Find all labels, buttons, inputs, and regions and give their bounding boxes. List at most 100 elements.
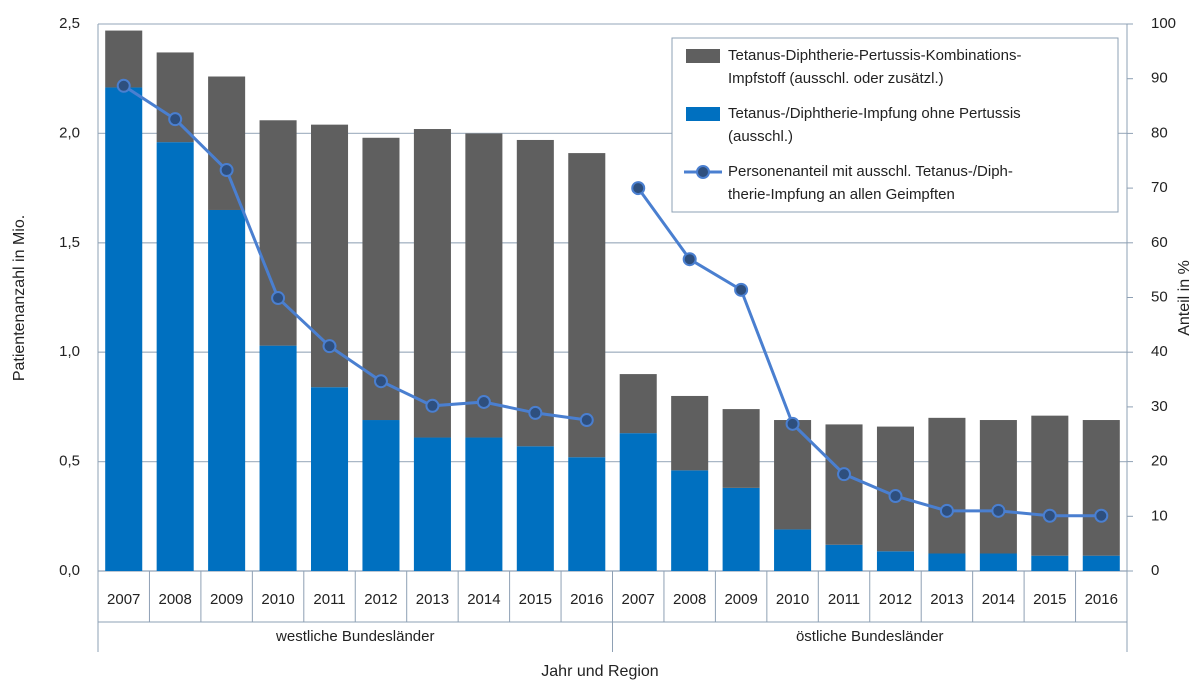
legend-label: (ausschl.) — [728, 128, 793, 145]
x-tick-label: 2013 — [416, 591, 449, 608]
x-tick-label: 2013 — [930, 591, 963, 608]
line-marker — [168, 112, 183, 127]
x-tick-label: 2010 — [261, 591, 294, 608]
x-tick-label: 2007 — [622, 591, 655, 608]
line-marker — [991, 503, 1006, 518]
line-marker — [579, 413, 594, 428]
y2-tick-label: 40 — [1151, 343, 1168, 360]
legend-swatch — [686, 107, 720, 121]
legend-label: therie-Impfung an allen Geimpften — [728, 186, 955, 203]
line-marker — [476, 394, 491, 409]
bar-segment — [825, 544, 863, 571]
legend-box — [671, 37, 1119, 213]
line-marker — [682, 252, 697, 267]
line-marker — [219, 163, 234, 178]
legend-label: Personenanteil mit ausschl. Tetanus-/Dip… — [728, 163, 1013, 180]
y2-tick-label: 50 — [1151, 288, 1168, 305]
bar-segment — [671, 395, 709, 471]
bar-segment — [413, 437, 451, 571]
y-tick-label: 1,0 — [59, 343, 80, 360]
line-marker — [837, 467, 852, 482]
group-label: westliche Bundesländer — [275, 628, 434, 645]
legend-marker — [696, 165, 710, 179]
x-tick-label: 2008 — [673, 591, 706, 608]
line — [637, 187, 1102, 518]
line-marker — [1042, 508, 1057, 523]
y-tick-label: 2,0 — [59, 124, 80, 141]
y2-tick-label: 80 — [1151, 124, 1168, 141]
bar-segment — [465, 133, 503, 438]
line-marker — [939, 503, 954, 518]
y-axis-label: Patientenanzahl in Mio. — [11, 215, 28, 381]
bar-segment — [259, 345, 297, 571]
bar-segment — [105, 30, 143, 88]
y-tick-label: 0,5 — [59, 453, 80, 470]
x-tick-label: 2008 — [158, 591, 191, 608]
bar-segment — [619, 374, 657, 434]
y-tick-label: 1,5 — [59, 234, 80, 251]
x-tick-label: 2012 — [364, 591, 397, 608]
x-tick-label: 2011 — [313, 591, 345, 608]
bar-segment — [568, 153, 606, 458]
x-tick-label: 2015 — [519, 591, 552, 608]
bar-segment — [928, 417, 966, 554]
y2-tick-label: 100 — [1151, 15, 1176, 32]
y2-axis-label: Anteil in % — [1176, 260, 1193, 336]
bar-segment — [671, 470, 709, 571]
bar-segment — [413, 129, 451, 438]
y2-tick-label: 20 — [1151, 453, 1168, 470]
x-axis-label: Jahr und Region — [541, 663, 658, 680]
x-tick-label: 2010 — [776, 591, 809, 608]
bar-segment — [311, 387, 349, 571]
bar-segment — [516, 446, 554, 571]
bar-segment — [208, 209, 246, 572]
bar-segment — [1082, 555, 1120, 571]
y-tick-label: 0,0 — [59, 562, 80, 579]
y2-tick-label: 10 — [1151, 507, 1168, 524]
y2-tick-label: 90 — [1151, 70, 1168, 87]
bar-segment — [105, 87, 143, 572]
line-marker — [734, 282, 749, 297]
y2-tick-label: 30 — [1151, 398, 1168, 415]
x-tick-label: 2014 — [467, 591, 500, 608]
y-tick-label: 2,5 — [59, 15, 80, 32]
x-tick-label: 2009 — [724, 591, 757, 608]
line-marker — [425, 398, 440, 413]
bar-segment — [876, 551, 914, 571]
bar-segment — [722, 487, 760, 571]
line-marker — [373, 374, 388, 389]
bar-segment — [208, 76, 246, 210]
bar-segment — [568, 457, 606, 571]
x-tick-label: 2015 — [1033, 591, 1066, 608]
bar-segment — [722, 409, 760, 488]
line-marker — [271, 291, 286, 306]
x-tick-label: 2009 — [210, 591, 243, 608]
legend-label: Tetanus-Diphtherie-Pertussis-Kombination… — [728, 47, 1021, 64]
line-marker — [631, 181, 646, 196]
bar-segment — [825, 424, 863, 545]
bar-segment — [876, 426, 914, 552]
legend-swatch — [686, 49, 720, 63]
x-tick-label: 2016 — [570, 591, 603, 608]
bar-segment — [774, 529, 812, 571]
legend-label: Impfstoff (ausschl. oder zusätzl.) — [728, 70, 944, 87]
group-label: östliche Bundesländer — [796, 628, 944, 645]
x-tick-label: 2007 — [107, 591, 140, 608]
bar-segment — [979, 420, 1017, 554]
line-marker — [785, 416, 800, 431]
bar-segment — [619, 433, 657, 571]
bar-segment — [156, 142, 194, 572]
x-tick-label: 2011 — [828, 591, 860, 608]
y2-tick-label: 60 — [1151, 234, 1168, 251]
bar-segment — [1082, 420, 1120, 556]
bar-segment — [1031, 415, 1069, 556]
line — [122, 84, 587, 422]
bar-segment — [1031, 555, 1069, 571]
bar-segment — [516, 139, 554, 447]
bar-segment — [979, 553, 1017, 571]
y2-tick-label: 0 — [1151, 562, 1159, 579]
line-marker — [322, 339, 337, 354]
x-tick-label: 2016 — [1085, 591, 1118, 608]
bar-segment — [465, 437, 503, 571]
